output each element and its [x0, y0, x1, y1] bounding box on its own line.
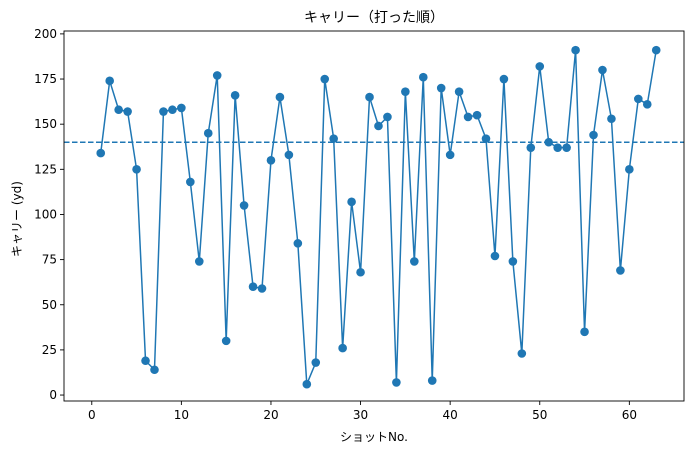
- y-tick-label: 25: [42, 343, 57, 357]
- data-point: [203, 128, 213, 138]
- y-tick-label: 75: [42, 253, 57, 267]
- data-point: [114, 105, 123, 115]
- data-point: [517, 349, 527, 358]
- data-point: [383, 112, 392, 122]
- data-point: [141, 356, 150, 366]
- data-point: [194, 257, 204, 266]
- data-point: [598, 65, 607, 75]
- data-point: [571, 45, 580, 55]
- data-point: [302, 379, 312, 389]
- x-tick-label: 20: [263, 408, 278, 422]
- data-point: [634, 94, 643, 104]
- data-point: [481, 134, 491, 143]
- data-point: [347, 197, 356, 207]
- data-point: [607, 114, 616, 124]
- x-tick-label: 60: [622, 408, 637, 422]
- y-tick-label: 175: [34, 72, 57, 86]
- data-point: [445, 150, 455, 160]
- data-point: [392, 378, 401, 387]
- x-tick-label: 10: [174, 408, 189, 422]
- data-point: [221, 336, 231, 346]
- data-point: [580, 327, 589, 337]
- data-point: [454, 87, 464, 96]
- data-point: [248, 282, 258, 291]
- data-point: [329, 134, 338, 143]
- data-point: [177, 103, 186, 113]
- x-tick-label: 50: [532, 408, 547, 422]
- data-point: [284, 150, 294, 160]
- axes-frame: [63, 30, 685, 402]
- data-point: [410, 257, 419, 266]
- x-tick-label: 30: [353, 408, 368, 422]
- y-tick-label: 125: [34, 162, 57, 176]
- data-point: [508, 257, 518, 266]
- data-point: [186, 177, 195, 187]
- y-tick-label: 150: [34, 117, 57, 131]
- data-point: [472, 110, 482, 120]
- plot-area: 0 10 20 30 40 50 60 0 25 50 75 100 125 150 175 200: [34, 27, 685, 422]
- data-point: [105, 76, 114, 86]
- data-point: [266, 155, 276, 165]
- data-point: [338, 343, 347, 353]
- data-point: [275, 92, 285, 102]
- data-point: [150, 365, 159, 375]
- data-point: [239, 201, 249, 210]
- data-point: [535, 62, 545, 71]
- data-point: [499, 74, 509, 84]
- data-point: [436, 83, 446, 93]
- chart-title: キャリー（打った順）: [304, 9, 444, 26]
- data-point: [257, 284, 267, 293]
- series-line: [99, 49, 657, 385]
- data-point: [544, 137, 554, 147]
- data-point: [293, 239, 303, 248]
- data-point: [562, 143, 571, 152]
- data-point: [96, 148, 106, 158]
- data-point: [159, 107, 168, 116]
- y-tick-label: 50: [42, 298, 57, 312]
- data-point: [168, 105, 177, 115]
- data-point: [642, 100, 652, 109]
- data-point: [132, 165, 141, 174]
- data-point: [616, 266, 625, 275]
- data-point: [490, 251, 500, 261]
- data-point: [418, 72, 428, 82]
- data-point: [427, 376, 437, 385]
- data-point: [526, 143, 536, 152]
- y-tick-label: 200: [34, 27, 57, 41]
- y-tick-label: 100: [34, 207, 57, 221]
- y-axis-title: キャリー (yd): [10, 181, 24, 257]
- data-point: [401, 87, 410, 96]
- x-tick-label: 40: [443, 408, 458, 422]
- data-point: [553, 143, 562, 152]
- y-tick-label: 0: [49, 388, 57, 402]
- data-point: [311, 358, 321, 367]
- data-point: [320, 74, 330, 84]
- data-point: [589, 130, 598, 140]
- data-point: [374, 121, 383, 131]
- data-point: [212, 71, 222, 80]
- x-tick-label: 0: [88, 408, 96, 422]
- data-point: [625, 165, 634, 174]
- data-point: [463, 112, 473, 122]
- x-axis-title: ショットNo.: [340, 430, 408, 444]
- data-point: [365, 92, 374, 102]
- data-point: [230, 90, 240, 100]
- data-point: [123, 107, 132, 116]
- data-point: [356, 267, 365, 277]
- data-point: [651, 45, 661, 55]
